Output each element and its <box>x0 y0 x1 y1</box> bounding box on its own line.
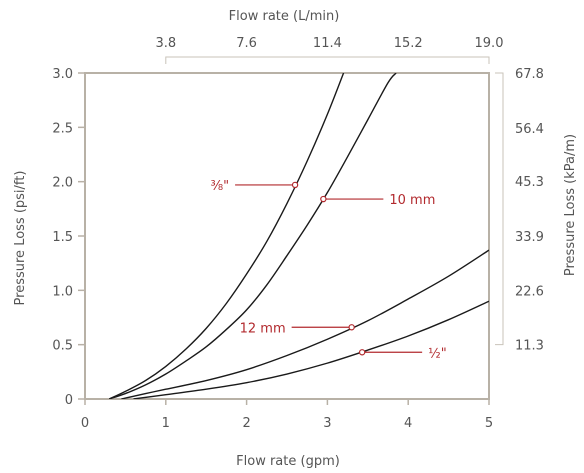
right-tick-label: 22.6 <box>515 284 544 299</box>
x-tick-label: 1 <box>162 416 170 431</box>
series-layer <box>108 73 489 399</box>
y-tick-label: 2.0 <box>52 176 73 191</box>
right-tick-label: 45.3 <box>515 175 544 190</box>
callout-label: ½" <box>428 346 447 361</box>
callout-point <box>320 195 327 203</box>
x-tick-label: 5 <box>485 416 493 431</box>
y-tick-label: 1.0 <box>52 284 73 299</box>
y-tick-label: 0 <box>65 393 73 408</box>
x-tick-label: 3 <box>323 416 331 431</box>
top-tick-label: 7.6 <box>236 36 257 51</box>
y-tick-label: 1.5 <box>52 230 73 245</box>
right-tick-label: 56.4 <box>515 122 544 137</box>
y-tick-label: 3.0 <box>52 67 73 82</box>
axes-layer: 0 1 2 3 4 5 0 0.5 1.0 1.5 2.0 2.5 3.0 3.8 7.6 11.4 15.2 1… <box>52 36 544 431</box>
x-tick-label: 2 <box>242 416 250 431</box>
series-line-3 <box>133 300 489 399</box>
series-line-1 <box>109 73 397 399</box>
right-tick-label: 11.3 <box>515 339 544 354</box>
callout-label: ⅜" <box>210 179 229 194</box>
right-tick-label: 33.9 <box>515 230 544 245</box>
y-tick-label: 0.5 <box>52 339 73 354</box>
x-tick-label: 0 <box>81 416 89 431</box>
callout-label: 10 mm <box>389 193 435 208</box>
callout-point <box>348 324 355 331</box>
bottom-axis-title: Flow rate (gpm) <box>236 454 340 469</box>
right-axis-bracket <box>495 72 504 346</box>
x-tick-label: 4 <box>404 416 412 431</box>
top-tick-label: 15.2 <box>394 36 423 51</box>
callout-label: 12 mm <box>240 321 286 336</box>
series-line-2 <box>121 249 489 399</box>
y-tick-label: 2.5 <box>52 121 73 136</box>
right-axis-title: Pressure Loss (kPa/m) <box>563 134 578 276</box>
top-tick-label: 3.8 <box>155 36 176 51</box>
callout-point <box>358 349 366 356</box>
top-axis-bracket <box>165 56 490 64</box>
right-tick-label: 67.8 <box>515 67 544 82</box>
top-tick-label: 19.0 <box>475 36 504 51</box>
callouts-layer: ⅜" 10 mm 12 mm ½" <box>210 179 446 361</box>
series-line-0 <box>108 73 345 399</box>
top-axis-title: Flow rate (L/min) <box>229 9 340 24</box>
top-tick-label: 11.4 <box>313 36 342 51</box>
callout-point <box>291 181 299 189</box>
left-axis-title: Pressure Loss (psi/ft) <box>13 171 28 306</box>
